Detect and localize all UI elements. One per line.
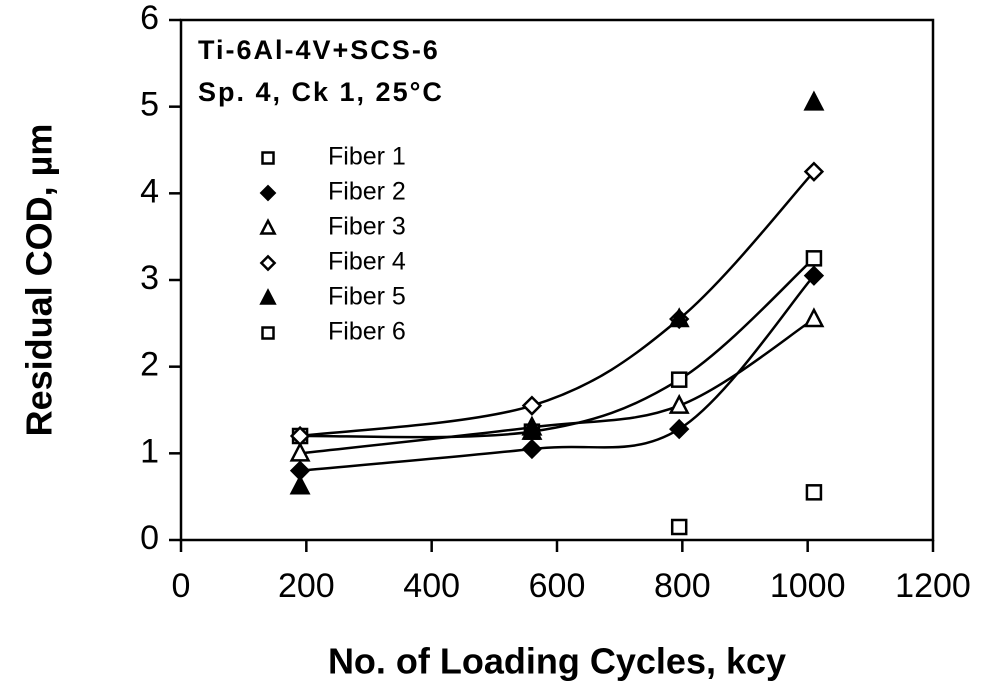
data-point [803,90,825,111]
data-point [805,250,823,267]
data-point [289,425,311,447]
x-tick-label: 1000 [770,567,846,605]
x-tick-label: 400 [403,567,460,605]
legend-label: Fiber 2 [328,178,406,206]
legend-marker [261,326,275,340]
data-point [521,395,543,416]
y-tick-label: 3 [140,259,159,297]
data-point [668,307,690,328]
legend-label: Fiber 3 [328,213,406,241]
y-tick-label: 0 [140,519,159,557]
data-point [521,419,543,440]
data-point [521,438,543,460]
y-tick-label: 1 [140,432,159,470]
legend-label: Fiber 5 [328,283,406,311]
series-line [299,274,815,472]
data-point [668,393,690,414]
data-point [670,518,688,536]
x-tick-label: 200 [278,567,335,605]
series-line [299,317,815,455]
y-tick-label: 4 [140,172,159,210]
x-tick-label: 0 [172,567,191,605]
y-tick-label: 5 [140,86,159,124]
legend-label: Fiber 4 [328,248,406,276]
x-tick-label: 600 [529,567,586,605]
legend-marker [259,184,277,202]
legend-label: Fiber 1 [328,143,406,171]
data-point [669,418,690,440]
legend-marker [261,151,275,165]
data-point [803,307,825,328]
series-line [300,257,815,439]
annotation: Sp. 4, Ck 1, 25°C [198,77,444,107]
legend-marker [259,288,277,305]
legend-label: Fiber 6 [328,318,406,346]
data-point [289,474,311,495]
y-axis-label: Residual COD, µm [19,124,60,437]
data-point [289,441,311,462]
legend-marker [259,218,277,235]
data-point [805,484,823,501]
x-axis-label: No. of Loading Cycles, kcy [328,641,786,682]
x-tick-label: 800 [654,567,711,605]
y-tick-label: 2 [140,346,159,384]
data-point [670,371,688,388]
y-tick-label: 6 [140,0,159,37]
annotation: Ti-6Al-4V+SCS-6 [198,35,440,65]
data-point [803,265,825,286]
series-line [299,170,815,438]
data-point [803,161,825,182]
legend-marker [259,254,277,272]
x-tick-label: 1200 [895,567,971,605]
